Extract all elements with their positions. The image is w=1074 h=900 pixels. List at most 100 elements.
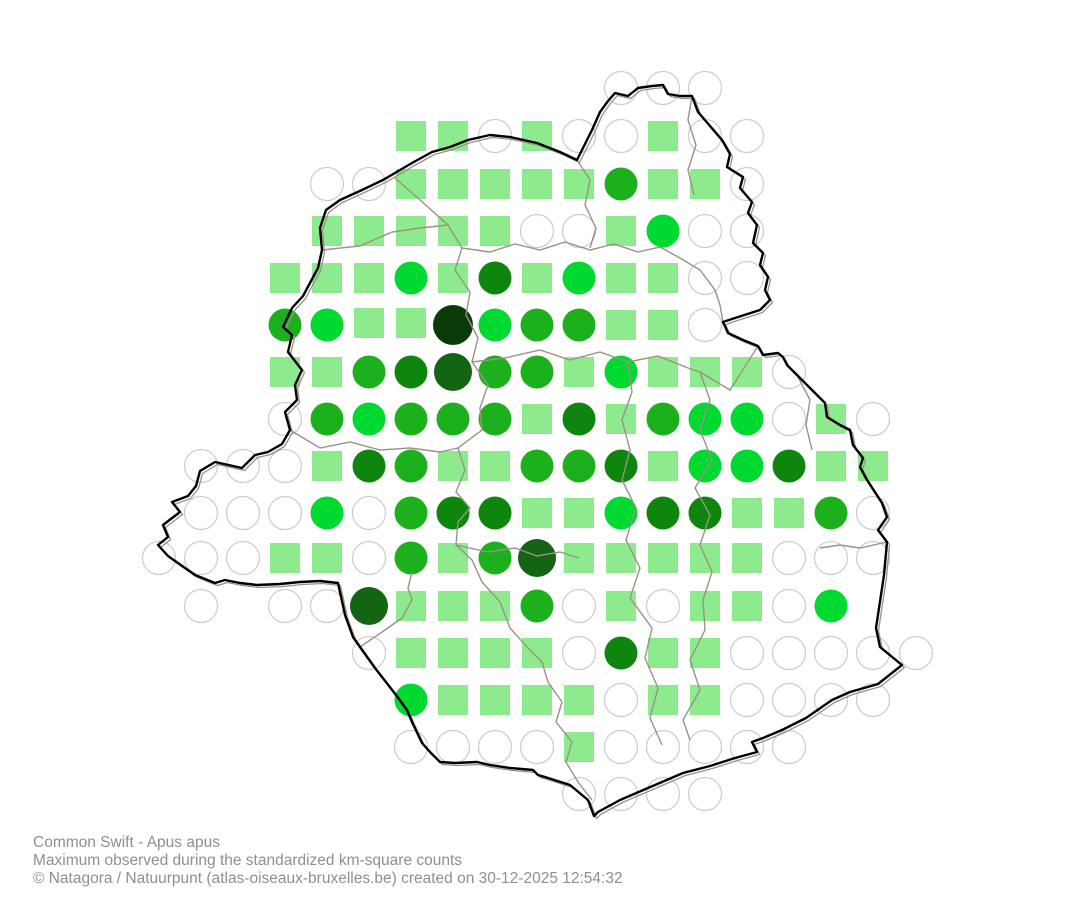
light-green-square-marker bbox=[606, 543, 636, 573]
light-green-square-marker bbox=[312, 451, 342, 481]
bright-green-circle-marker bbox=[310, 308, 344, 342]
empty-white-circle-marker bbox=[351, 166, 387, 202]
light-green-square-marker bbox=[690, 638, 720, 668]
empty-white-circle-marker bbox=[351, 495, 387, 531]
medium-green-circle-marker bbox=[814, 496, 848, 530]
empty-white-circle-marker bbox=[687, 260, 723, 296]
light-green-square-marker bbox=[312, 543, 342, 573]
dark-green-circle-marker bbox=[352, 449, 386, 483]
medium-green-circle-marker bbox=[562, 308, 596, 342]
light-green-square-marker bbox=[354, 216, 384, 246]
light-green-square-marker bbox=[648, 685, 678, 715]
bright-green-circle-marker bbox=[730, 449, 764, 483]
empty-white-circle-marker bbox=[603, 776, 639, 812]
large-dark-green-circle-marker bbox=[518, 539, 556, 577]
dark-green-circle-marker bbox=[394, 355, 428, 389]
empty-white-circle-marker bbox=[351, 540, 387, 576]
map-caption: Common Swift - Apus apus Maximum observe… bbox=[33, 834, 623, 888]
light-green-square-marker bbox=[648, 169, 678, 199]
bright-green-circle-marker bbox=[352, 402, 386, 436]
empty-white-circle-marker bbox=[267, 448, 303, 484]
light-green-square-marker bbox=[606, 216, 636, 246]
empty-white-circle-marker bbox=[603, 729, 639, 765]
medium-green-circle-marker bbox=[478, 402, 512, 436]
light-green-square-marker bbox=[732, 591, 762, 621]
light-green-square-marker bbox=[522, 638, 552, 668]
light-green-square-marker bbox=[690, 357, 720, 387]
dark-green-circle-marker bbox=[478, 496, 512, 530]
light-green-square-marker bbox=[522, 169, 552, 199]
bright-green-circle-marker bbox=[478, 308, 512, 342]
empty-white-circle-marker bbox=[225, 540, 261, 576]
large-dark-green-circle-marker bbox=[350, 587, 388, 625]
light-green-square-marker bbox=[690, 169, 720, 199]
medium-green-circle-marker bbox=[394, 402, 428, 436]
empty-white-circle-marker bbox=[771, 635, 807, 671]
light-green-square-marker bbox=[522, 263, 552, 293]
light-green-square-marker bbox=[732, 357, 762, 387]
bright-green-circle-marker bbox=[394, 261, 428, 295]
light-green-square-marker bbox=[606, 310, 636, 340]
empty-white-circle-marker bbox=[729, 635, 765, 671]
light-green-square-marker bbox=[480, 451, 510, 481]
light-green-square-marker bbox=[732, 543, 762, 573]
light-green-square-marker bbox=[522, 498, 552, 528]
light-green-square-marker bbox=[438, 543, 468, 573]
empty-white-circle-marker bbox=[603, 682, 639, 718]
bright-green-circle-marker bbox=[604, 355, 638, 389]
bright-green-circle-marker bbox=[394, 683, 428, 717]
medium-green-circle-marker bbox=[646, 402, 680, 436]
bright-green-circle-marker bbox=[688, 402, 722, 436]
empty-white-circle-marker bbox=[729, 682, 765, 718]
empty-white-circle-marker bbox=[813, 635, 849, 671]
light-green-square-marker bbox=[564, 357, 594, 387]
light-green-square-marker bbox=[648, 263, 678, 293]
empty-white-circle-marker bbox=[351, 635, 387, 671]
light-green-square-marker bbox=[648, 543, 678, 573]
empty-white-circle-marker bbox=[771, 401, 807, 437]
region-outer-boundary bbox=[156, 83, 904, 818]
light-green-square-marker bbox=[564, 685, 594, 715]
empty-white-circle-marker bbox=[771, 682, 807, 718]
empty-white-circle-marker bbox=[519, 213, 555, 249]
medium-green-circle-marker bbox=[520, 355, 554, 389]
medium-green-circle-marker bbox=[604, 167, 638, 201]
empty-white-circle-marker bbox=[183, 540, 219, 576]
light-green-square-marker bbox=[396, 121, 426, 151]
dark-green-circle-marker bbox=[604, 636, 638, 670]
light-green-square-marker bbox=[564, 732, 594, 762]
empty-white-circle-marker bbox=[603, 118, 639, 154]
light-green-square-marker bbox=[816, 451, 846, 481]
empty-white-circle-marker bbox=[771, 588, 807, 624]
light-green-square-marker bbox=[522, 685, 552, 715]
light-green-square-marker bbox=[270, 543, 300, 573]
light-green-square-marker bbox=[522, 404, 552, 434]
bright-green-circle-marker bbox=[646, 214, 680, 248]
empty-white-circle-marker bbox=[267, 588, 303, 624]
medium-green-circle-marker bbox=[520, 589, 554, 623]
empty-white-circle-marker bbox=[225, 495, 261, 531]
largest-darkest-green-circle-marker bbox=[433, 305, 473, 345]
empty-white-circle-marker bbox=[309, 588, 345, 624]
dark-green-circle-marker bbox=[604, 449, 638, 483]
light-green-square-marker bbox=[354, 263, 384, 293]
light-green-square-marker bbox=[396, 308, 426, 338]
light-green-square-marker bbox=[732, 498, 762, 528]
light-green-square-marker bbox=[564, 498, 594, 528]
light-green-square-marker bbox=[438, 638, 468, 668]
species-title: Common Swift - Apus apus bbox=[33, 834, 220, 851]
method-subtitle: Maximum observed during the standardized… bbox=[33, 852, 463, 869]
bright-green-circle-marker bbox=[730, 402, 764, 436]
light-green-square-marker bbox=[270, 263, 300, 293]
empty-white-circle-marker bbox=[267, 401, 303, 437]
bright-green-circle-marker bbox=[562, 261, 596, 295]
empty-white-circle-marker bbox=[435, 729, 471, 765]
map-boundaries bbox=[156, 83, 906, 820]
medium-green-circle-marker bbox=[436, 402, 470, 436]
empty-white-circle-marker bbox=[855, 540, 891, 576]
light-green-square-marker bbox=[312, 216, 342, 246]
attribution-line: © Natagora / Natuurpunt (atlas-oiseaux-b… bbox=[33, 870, 623, 887]
empty-white-circle-marker bbox=[309, 166, 345, 202]
empty-white-circle-marker bbox=[855, 682, 891, 718]
